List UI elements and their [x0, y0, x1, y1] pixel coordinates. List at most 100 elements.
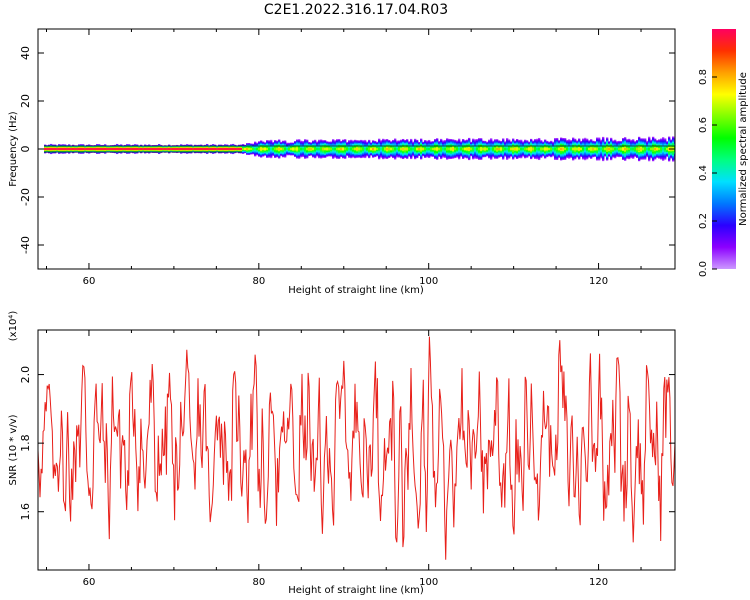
spectrogram-cell — [142, 148, 145, 150]
spectrogram-cell — [506, 148, 509, 150]
spectrogram-cell — [148, 148, 151, 150]
spectrogram-cell — [200, 148, 203, 150]
spectrogram-cell — [476, 148, 479, 150]
spectrogram-cell — [550, 148, 553, 150]
colorbar: 0.0 0.2 0.4 0.6 0.8 Normalized spectral ampl… — [698, 29, 749, 277]
snr-x-ticks: 60 80 100 120 — [45, 330, 642, 588]
spectrogram-cell — [174, 148, 177, 150]
spectrogram-cell — [452, 148, 455, 150]
spectrogram-cell — [660, 148, 663, 150]
spectrogram-cell — [180, 148, 183, 150]
snr-x-tick-label: 80 — [252, 577, 265, 588]
spectrogram-cell — [486, 148, 489, 150]
spectrogram-cell — [608, 148, 611, 150]
spectrogram-cell — [532, 148, 535, 150]
spectrogram-cell — [350, 148, 353, 150]
spectrogram-cell — [588, 148, 591, 150]
spectrogram-cell — [364, 148, 367, 150]
spectrogram-cell — [478, 148, 481, 150]
spectrogram-cell — [324, 148, 327, 150]
spectrogram-cell — [130, 148, 133, 150]
spectrogram-cell — [488, 148, 491, 150]
spectrogram-cell — [528, 148, 531, 150]
spectrogram-cell — [192, 148, 195, 150]
spectrogram-cell — [260, 148, 263, 150]
spectrogram-cell — [572, 148, 575, 150]
spectrogram-cell — [652, 148, 655, 150]
spectrogram-cell — [140, 148, 143, 150]
spectrogram-cell — [234, 148, 237, 150]
spectrogram-cell — [384, 148, 387, 150]
spectrogram-cell — [138, 148, 141, 150]
spectrogram-cell — [286, 148, 289, 150]
spectrogram-cell — [46, 148, 49, 150]
spectrogram-cell — [362, 148, 365, 150]
colorbar-tick-label: 0.4 — [698, 165, 709, 181]
snr-panel: 60 80 100 120 1.6 1.8 2.0 Height of straight … — [8, 311, 676, 596]
spectrogram-cell — [160, 148, 163, 150]
spectrogram-cell — [634, 148, 637, 150]
spectrogram-cell — [484, 148, 487, 150]
spectrogram-cell — [584, 148, 587, 150]
spectrogram-cell — [226, 148, 229, 150]
spectrogram-y-tick-label: 40 — [19, 46, 32, 60]
spectrogram-cell — [212, 148, 215, 150]
spectrogram-cell — [406, 148, 409, 150]
colorbar-tick-label: 0.2 — [698, 213, 709, 229]
spectrogram-cell — [492, 148, 495, 150]
spectrogram-cell — [92, 148, 95, 150]
spectrogram-cell — [618, 148, 621, 150]
spectrogram-cell — [468, 148, 471, 150]
spectrogram-cell — [656, 148, 659, 150]
spectrogram-cell — [358, 148, 361, 150]
spectrogram-cell — [332, 148, 335, 150]
spectrogram-cell — [236, 148, 239, 150]
spectrogram-cell — [458, 148, 461, 150]
spectrogram-cell — [464, 148, 467, 150]
spectrogram-cell — [288, 148, 291, 150]
spectrogram-cell — [244, 148, 247, 150]
spectrogram-cell — [444, 148, 447, 150]
spectrogram-cell — [82, 148, 85, 150]
spectrogram-cell — [232, 148, 235, 150]
spectrogram-cell — [342, 148, 345, 150]
spectrogram-cell — [524, 148, 527, 150]
spectrogram-cell — [536, 148, 539, 150]
spectrogram-cell — [570, 148, 573, 150]
spectrogram-cell — [320, 148, 323, 150]
spectrogram-cell — [454, 148, 457, 150]
spectrogram-cell — [522, 148, 525, 150]
snr-y-tick-label: 2.0 — [19, 366, 32, 384]
spectrogram-cell — [218, 148, 221, 150]
spectrogram-cell — [654, 148, 657, 150]
spectrogram-cell — [78, 148, 81, 150]
spectrogram-cell — [594, 148, 597, 150]
spectrogram-cell — [178, 148, 181, 150]
spectrogram-y-ticks: -40 -20 0 20 40 — [19, 46, 675, 254]
spectrogram-cell — [44, 148, 47, 150]
spectrogram-cell — [248, 148, 251, 150]
spectrogram-cell — [250, 148, 253, 150]
spectrogram-cell — [666, 148, 669, 150]
spectrogram-cell — [374, 148, 377, 150]
spectrogram-cell — [328, 148, 331, 150]
spectrogram-cell — [582, 148, 585, 150]
spectrogram-cell — [630, 148, 633, 150]
spectrogram-cell — [164, 148, 167, 150]
spectrogram-cell — [228, 148, 231, 150]
spectrogram-x-tick-label: 100 — [419, 276, 438, 287]
spectrogram-cell — [438, 148, 441, 150]
spectrogram-cell — [340, 148, 343, 150]
spectrogram-cell — [518, 148, 521, 150]
spectrogram-cell — [76, 148, 79, 150]
spectrogram-heatmap — [44, 136, 675, 162]
spectrogram-cell — [280, 148, 283, 150]
spectrogram-cell — [456, 148, 459, 150]
spectrogram-cell — [448, 148, 451, 150]
spectrogram-cell — [604, 148, 607, 150]
spectrogram-cell — [90, 148, 93, 150]
spectrogram-cell — [416, 148, 419, 150]
spectrogram-cell — [176, 148, 179, 150]
spectrogram-cell — [414, 148, 417, 150]
spectrogram-cell — [380, 148, 383, 150]
